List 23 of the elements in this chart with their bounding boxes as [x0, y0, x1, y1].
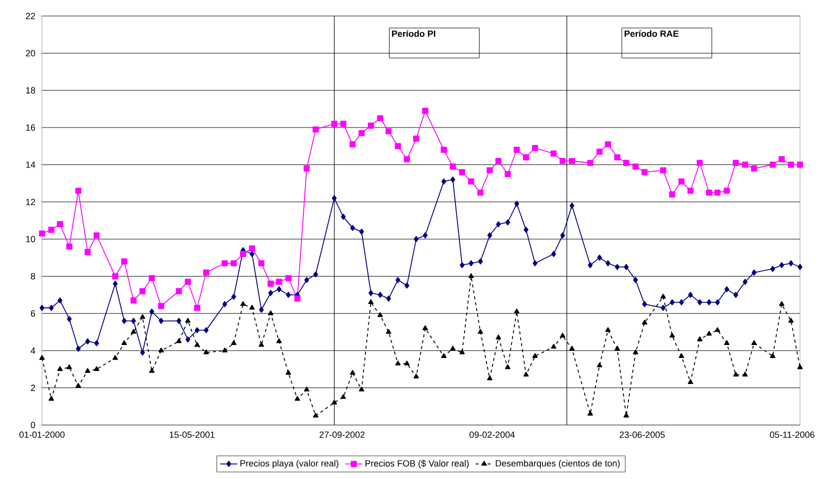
legend-label: Precios FOB ($ Valor real)	[365, 460, 469, 468]
annotation: Período PI	[392, 30, 436, 37]
y-tick-label: 18	[26, 87, 36, 94]
legend-label: Desembarques (cientos de ton)	[496, 460, 620, 468]
y-tick-label: 14	[26, 162, 36, 168]
y-tick-label: 22	[26, 12, 36, 20]
y-tick-label: 4	[30, 348, 36, 354]
y-tick-label: 2	[30, 384, 36, 391]
y-tick-label: 16	[26, 124, 36, 131]
x-tick-label: 09-02-2004	[470, 432, 515, 438]
legend-label: Precios playa (valor real)	[240, 460, 338, 468]
annotation: Período RAE	[624, 30, 678, 37]
y-tick-label: 0	[30, 422, 36, 428]
x-tick-label: 27-09-2002	[320, 432, 365, 438]
x-tick-label: 01-01-2000	[19, 432, 65, 438]
y-tick-label: 8	[30, 273, 36, 280]
y-tick-label: 6	[30, 310, 36, 317]
y-tick-label: 10	[26, 236, 36, 242]
y-tick-label: 12	[26, 198, 36, 206]
x-tick-label: 23-06-2005	[620, 432, 665, 438]
y-tick-label: 20	[26, 50, 36, 56]
x-tick-label: 15-05-2001	[170, 432, 215, 438]
x-tick-label: 05-11-2006	[770, 432, 814, 438]
